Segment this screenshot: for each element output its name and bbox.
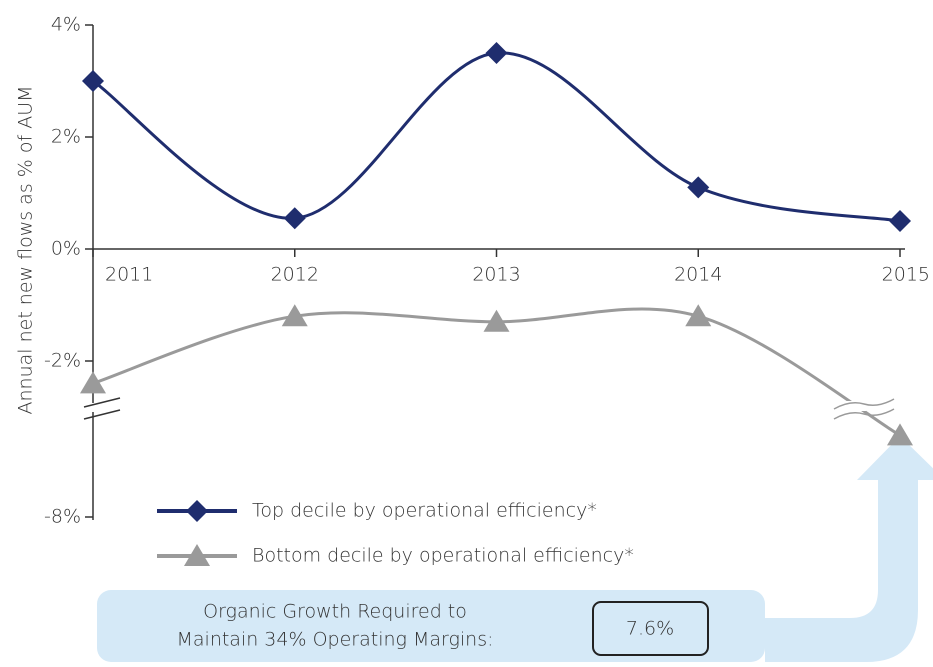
annotation-value: 7.6% bbox=[626, 618, 674, 640]
marker bbox=[82, 70, 104, 92]
arrow bbox=[765, 436, 933, 662]
y-axis-title: Annual net new flows as % of AUM bbox=[15, 85, 37, 414]
line-break bbox=[833, 408, 895, 420]
y-tick-label: 4% bbox=[51, 14, 81, 36]
x-tick-label: 2013 bbox=[472, 264, 520, 286]
legend-label: Top decile by operational efficiency* bbox=[252, 500, 597, 522]
legend-label: Bottom decile by operational efficiency* bbox=[252, 545, 634, 567]
series-line bbox=[92, 51, 901, 223]
annotation-box bbox=[97, 590, 765, 662]
x-tick-label: 2014 bbox=[674, 264, 722, 286]
y-tick-label: 2% bbox=[51, 126, 81, 148]
annotation-line: Organic Growth Required to bbox=[203, 601, 467, 623]
line-break-gap bbox=[836, 401, 866, 411]
x-tick-label: 2011 bbox=[105, 264, 153, 286]
axis-break-gap bbox=[90, 403, 96, 412]
marker bbox=[80, 371, 106, 394]
annotation-line: Maintain 34% Operating Margins: bbox=[177, 629, 494, 651]
x-tick-label: 2015 bbox=[882, 264, 930, 286]
y-tick-label: 0% bbox=[51, 238, 81, 260]
value-box bbox=[592, 601, 709, 656]
x-tick-label: 2012 bbox=[271, 264, 319, 286]
marker bbox=[887, 423, 913, 446]
marker bbox=[281, 304, 308, 327]
marker bbox=[889, 210, 911, 232]
marker bbox=[685, 304, 712, 327]
axis-break bbox=[83, 397, 121, 408]
marker bbox=[283, 207, 306, 230]
y-tick-label: -2% bbox=[44, 350, 81, 372]
y-tick-label: -8% bbox=[44, 506, 81, 528]
line-break bbox=[833, 398, 895, 410]
marker bbox=[687, 176, 710, 199]
axis-break bbox=[83, 409, 121, 420]
marker bbox=[184, 544, 210, 566]
marker bbox=[186, 500, 208, 522]
marker bbox=[485, 42, 508, 64]
marker bbox=[483, 309, 510, 332]
